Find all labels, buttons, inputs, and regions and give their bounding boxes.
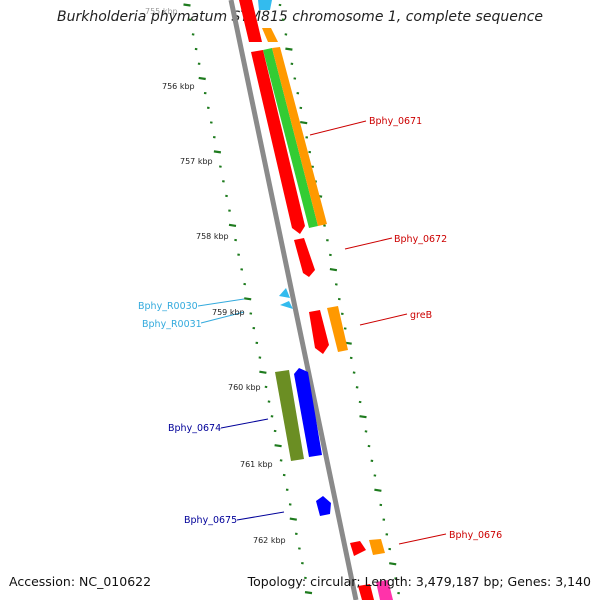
outer-track-tick xyxy=(389,562,397,566)
tick-label-760: 760 kbp xyxy=(228,383,261,392)
outer-track-tick xyxy=(300,121,308,125)
sequence-summary: Topology: circular; Length: 3,479,187 bp… xyxy=(247,574,591,589)
inner-track-tick xyxy=(198,76,206,81)
feature-top-orange[interactable] xyxy=(262,28,278,42)
leader-bphy-0671 xyxy=(309,120,367,136)
chromosome-backbone xyxy=(228,0,359,600)
tick-label-758: 758 kbp xyxy=(196,232,229,241)
gene-greb-red[interactable] xyxy=(309,310,329,354)
inner-track-tick xyxy=(289,517,297,521)
inner-dotted-track xyxy=(183,3,313,595)
gene-bphy-0676-orange[interactable] xyxy=(369,539,385,555)
gene-bphy-0674-olive[interactable] xyxy=(275,370,304,461)
gene-greb-orange[interactable] xyxy=(327,306,348,352)
gene-bphy-0671-green[interactable] xyxy=(263,48,318,228)
tick-label-755: 755 kbp xyxy=(145,7,178,16)
gene-label-bphy-0676[interactable]: Bphy_0676 xyxy=(449,530,502,541)
leader-bphy-0674 xyxy=(220,418,269,429)
inner-track-tick xyxy=(304,591,313,595)
tick-label-761: 761 kbp xyxy=(240,460,273,469)
inner-track-tick xyxy=(244,297,252,301)
gene-bphy-0674-blue[interactable] xyxy=(294,368,322,457)
feature-top-cyan[interactable] xyxy=(258,0,272,10)
leader-bphy-r0031 xyxy=(200,311,245,324)
inner-track-tick xyxy=(259,370,267,374)
gene-label-bphy-0674[interactable]: Bphy_0674 xyxy=(168,423,221,434)
gene-bphy-0671-orange[interactable] xyxy=(272,47,327,226)
leader-bphy-0675 xyxy=(236,511,285,521)
tick-label-762: 762 kbp xyxy=(253,536,286,545)
gene-label-bphy-r0030[interactable]: Bphy_R0030 xyxy=(138,301,198,312)
tick-label-759: 759 kbp xyxy=(212,308,245,317)
map-title: Burkholderia phymatum STM815 chromosome … xyxy=(56,9,543,25)
tick-label-756: 756 kbp xyxy=(162,82,195,91)
inner-track-tick xyxy=(228,223,237,227)
inner-track-tick xyxy=(213,150,222,154)
tick-label-757: 757 kbp xyxy=(180,157,213,166)
inner-track-tick xyxy=(183,3,191,7)
leader-bphy-r0030 xyxy=(197,298,245,307)
gene-label-greb[interactable]: greB xyxy=(410,310,432,321)
outer-track-tick xyxy=(374,488,382,492)
gene-label-bphy-r0031[interactable]: Bphy_R0031 xyxy=(142,319,202,330)
gene-label-bphy-0672[interactable]: Bphy_0672 xyxy=(394,234,447,245)
feature-bottom-red[interactable] xyxy=(358,584,374,600)
outer-track-tick xyxy=(359,415,367,419)
trna-bphy-r0031[interactable] xyxy=(280,301,293,309)
accession-text: Accession: NC_010622 xyxy=(9,574,152,589)
gene-bphy-0676-red[interactable] xyxy=(350,541,366,556)
gene-bphy-0675-block[interactable] xyxy=(316,496,331,516)
gene-label-bphy-0675[interactable]: Bphy_0675 xyxy=(184,515,237,526)
trna-bphy-r0030[interactable] xyxy=(279,288,290,298)
inner-track-tick xyxy=(274,444,282,448)
leader-bphy-0672 xyxy=(344,237,393,250)
outer-track-tick xyxy=(285,47,293,51)
leader-bphy-0676 xyxy=(398,533,447,545)
outer-dotted-track xyxy=(278,3,400,595)
gene-bphy-0672-block[interactable] xyxy=(294,238,315,277)
leader-greb xyxy=(359,313,408,326)
feature-top-red[interactable] xyxy=(239,0,262,42)
outer-track-tick xyxy=(329,268,338,272)
gene-label-bphy-0671[interactable]: Bphy_0671 xyxy=(369,116,422,127)
gene-bphy-0671-red[interactable] xyxy=(251,50,305,234)
feature-bottom-pink[interactable] xyxy=(376,580,393,600)
